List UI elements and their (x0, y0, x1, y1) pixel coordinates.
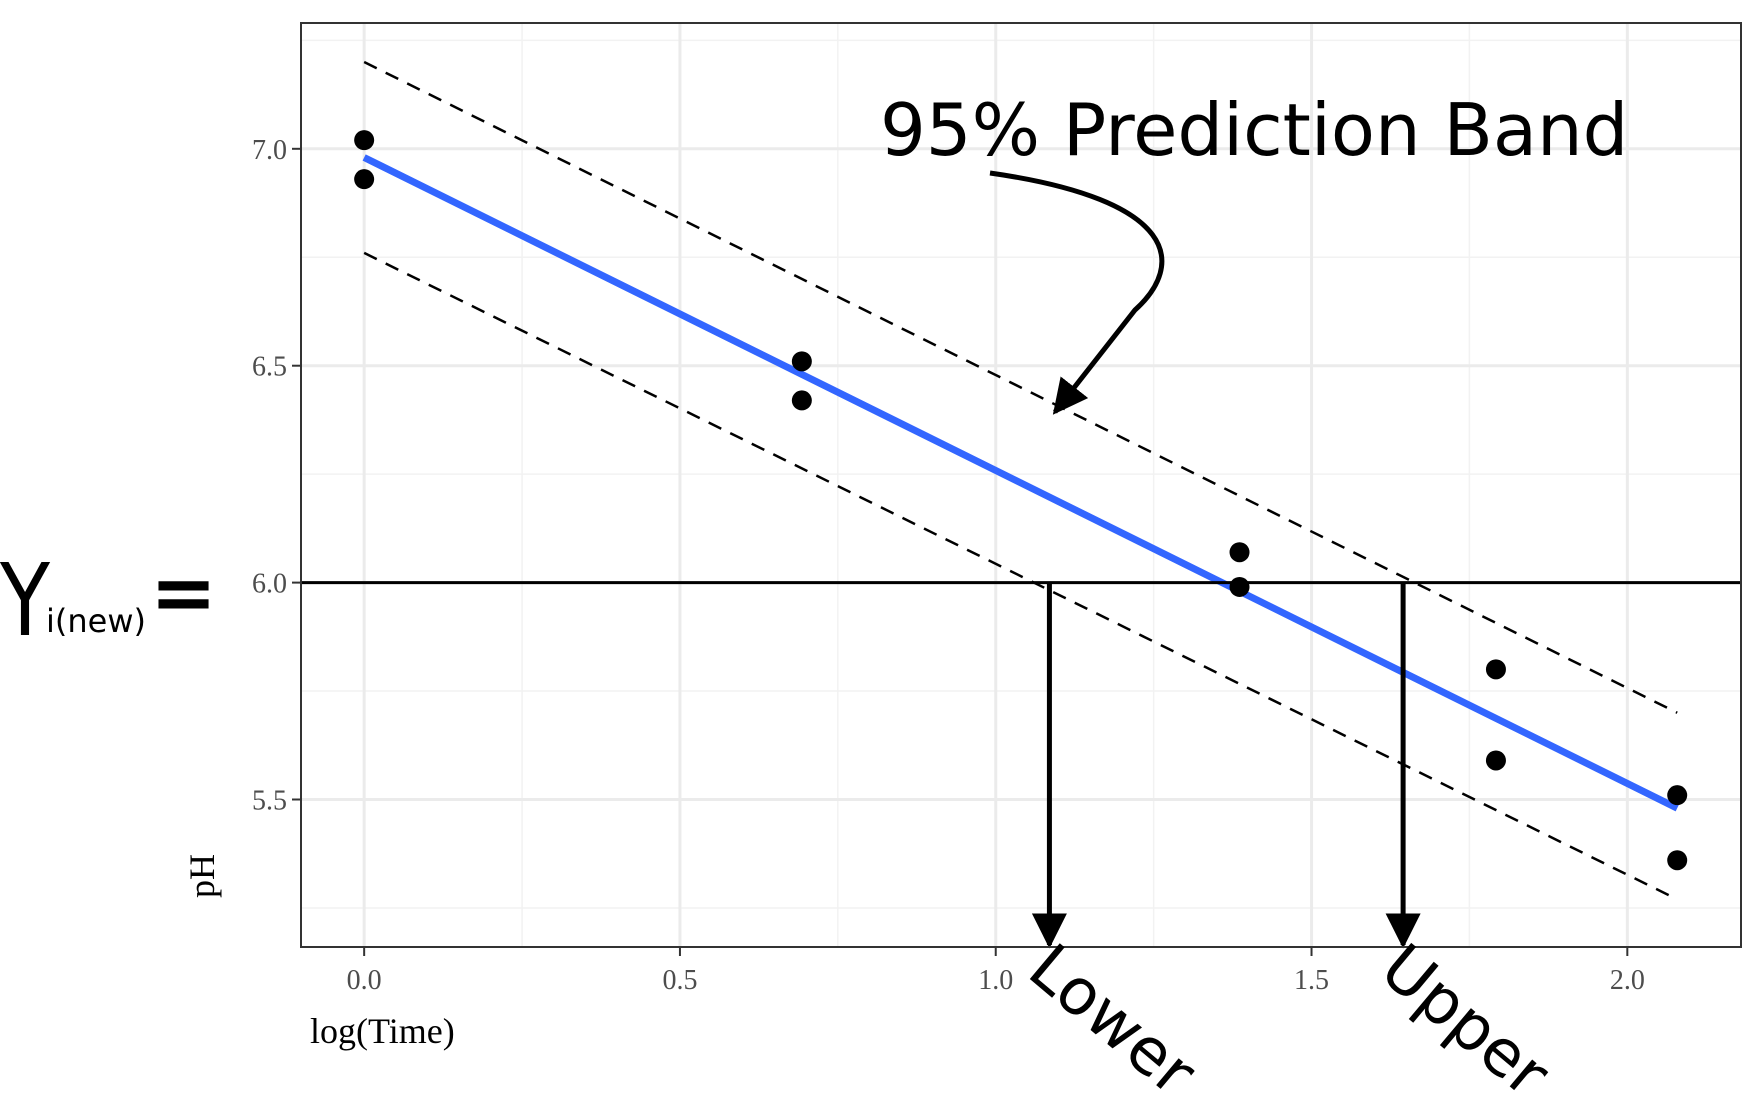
band-label-arrow (989, 170, 1165, 415)
upper-label: Upper (1367, 931, 1564, 1113)
x-tick-label: 2.0 (1610, 965, 1645, 996)
x-tick-label: 0.5 (662, 965, 697, 996)
panel-border (300, 22, 1742, 948)
x-tick-label: 0.0 (347, 965, 382, 996)
regression-fit (362, 154, 1679, 812)
x-axis-title: log(Time) (310, 1011, 455, 1051)
band-lower-line (363, 251, 1678, 901)
fit-line (362, 154, 1679, 812)
data-point (1485, 659, 1506, 680)
data-point (1229, 542, 1250, 563)
data-points (354, 130, 1688, 871)
data-point (1229, 576, 1250, 597)
x-tick-label: 1.5 (1294, 965, 1329, 996)
reference-lines (301, 581, 1741, 949)
prediction-band (363, 60, 1678, 901)
data-point (354, 169, 375, 190)
axis-ticks: 0.0 0.5 1.0 1.5 2.0 5.5 6.0 6.5 7.0 (252, 135, 1645, 996)
y-target-equals: = (150, 546, 217, 639)
y-tick-label: 7.0 (252, 135, 287, 166)
y-tick-label: 6.5 (252, 352, 287, 383)
data-point (1667, 785, 1688, 806)
y-tick-label: 5.5 (252, 786, 287, 817)
band-label: 95% Prediction Band (880, 88, 1628, 172)
y-tick-label: 6.0 (252, 569, 287, 600)
y-target-symbol: Y (0, 542, 51, 659)
lower-label: Lower (1015, 931, 1210, 1111)
data-point (791, 390, 812, 411)
data-point (1667, 850, 1688, 871)
data-point (1485, 750, 1506, 771)
band-upper-line (363, 60, 1678, 714)
data-point (354, 130, 375, 151)
x-tick-label: 1.0 (978, 965, 1013, 996)
y-axis-title: pH (182, 854, 222, 898)
y-target-subscript: i(new) (46, 602, 146, 640)
data-point (791, 351, 812, 372)
